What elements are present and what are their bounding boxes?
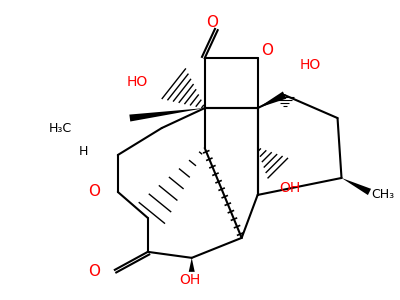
Polygon shape [129,108,205,122]
Polygon shape [189,258,195,272]
Text: O: O [88,264,100,279]
Text: O: O [88,184,100,200]
Text: OH: OH [179,273,200,287]
Text: H₃C: H₃C [49,122,72,134]
Text: OH: OH [280,181,301,195]
Text: HO: HO [300,58,321,72]
Text: O: O [206,15,218,30]
Text: CH₃: CH₃ [372,188,394,201]
Text: H: H [78,146,88,158]
Polygon shape [342,178,371,195]
Text: O: O [262,43,274,58]
Polygon shape [258,92,286,108]
Text: HO: HO [126,75,148,89]
